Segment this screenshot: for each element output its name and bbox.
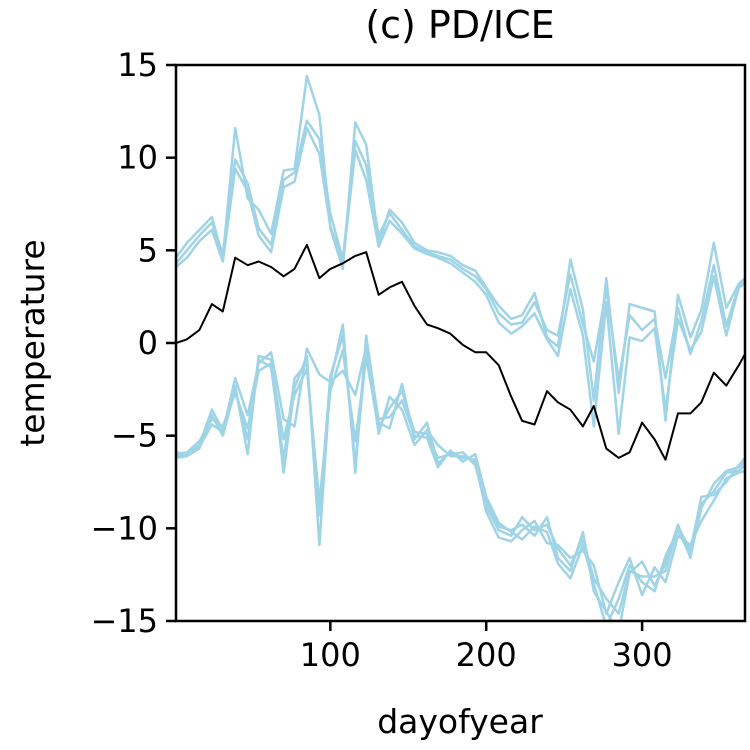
ensemble-line-7 bbox=[176, 334, 745, 621]
y-axis-label: temperature bbox=[13, 239, 52, 446]
y-tick-label: 0 bbox=[138, 324, 158, 362]
series-layer bbox=[176, 74, 745, 621]
x-tick-label: 300 bbox=[612, 636, 673, 674]
ensemble-line-6 bbox=[176, 345, 745, 615]
y-tick-label: 10 bbox=[117, 139, 158, 177]
y-axis: 15 10 5 0 −5 −10 −15 bbox=[90, 46, 176, 640]
ensemble-line-1 bbox=[176, 74, 745, 423]
x-tick-label: 100 bbox=[300, 636, 361, 674]
ensemble-line-3 bbox=[176, 126, 745, 436]
x-axis-label: dayofyear bbox=[377, 702, 543, 741]
chart-title: (c) PD/ICE bbox=[365, 3, 554, 47]
y-tick-label: −15 bbox=[90, 602, 158, 640]
y-tick-label: 15 bbox=[117, 46, 158, 84]
y-tick-label: −10 bbox=[90, 509, 158, 547]
ensemble-line-2 bbox=[176, 119, 745, 382]
y-tick-label: −5 bbox=[111, 417, 158, 455]
x-axis: 100 200 300 bbox=[300, 621, 673, 674]
y-tick-label: 5 bbox=[138, 231, 158, 269]
x-tick-label: 200 bbox=[456, 636, 517, 674]
ensemble-line-5 bbox=[176, 349, 745, 615]
ensemble-line-4 bbox=[176, 323, 745, 621]
mean-line bbox=[176, 243, 745, 461]
